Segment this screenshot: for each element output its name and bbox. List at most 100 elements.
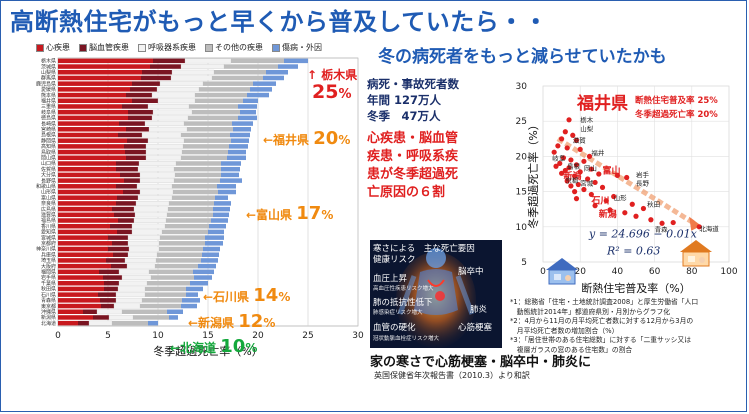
scatter-y-tick-label: 15 — [516, 188, 527, 198]
scatter-point — [559, 170, 565, 176]
bar-segment — [218, 189, 236, 195]
footnote-line: *1：総務省「住宅・土地統計調査2008」と厚生労働省「人口 — [510, 298, 699, 306]
bar-segment — [115, 292, 146, 298]
legend-label: 脳血管疾患 — [89, 43, 129, 52]
callout-ishikawa: ←石川県 14% — [203, 285, 290, 306]
bar-category-label: 静岡県 — [41, 137, 56, 144]
bar-segment — [58, 81, 132, 86]
bar-segment — [58, 104, 122, 109]
bar-segment — [198, 263, 216, 269]
bar-segment — [126, 263, 156, 269]
bar-segment — [112, 320, 148, 326]
bar-segment — [58, 98, 132, 104]
cold-health-risk-figure: 寒さによる 主な死亡要因 健康リスク 脳卒中 血圧上昇 高血圧性疾患リスク増大 … — [370, 240, 502, 348]
bar-segment — [229, 144, 248, 149]
scatter-point — [573, 137, 580, 143]
bar-category-label: 宮城県 — [41, 234, 56, 241]
scatter-point — [573, 162, 580, 168]
bar-category-label: 滋賀県 — [41, 212, 56, 219]
legend-item: 傷病・外因 — [272, 42, 322, 53]
bar-segment — [58, 155, 126, 161]
bar-segment — [118, 280, 148, 286]
bar-x-tick-label: 15 — [202, 331, 213, 341]
bar-category-label: 香川県 — [41, 223, 56, 230]
cause-line-2: 疾患・呼吸系疾 — [367, 149, 459, 164]
bar-segment — [184, 58, 232, 64]
scatter-x-tick-label: 60 — [649, 267, 661, 277]
callout-fukui-unit: % — [338, 133, 351, 147]
scatter-point-label: 秋田 — [647, 199, 660, 208]
bar-segment — [141, 75, 171, 81]
bar-segment — [58, 206, 112, 212]
callout-ishikawa-unit: % — [278, 290, 291, 304]
bar-segment — [58, 58, 153, 64]
bar-segment — [203, 81, 253, 86]
bar-segment — [150, 64, 181, 69]
bar-category-label: 沖縄県 — [41, 308, 56, 315]
bar-category-label: 大阪府 — [41, 263, 56, 270]
scatter-point — [622, 210, 628, 216]
bar-segment — [147, 104, 190, 109]
bar-segment — [58, 184, 116, 189]
bar-segment — [182, 149, 228, 155]
scatter-point — [648, 217, 654, 223]
legend-label: その他の疾患 — [215, 43, 263, 52]
scatter-point-label: 岡山 — [584, 163, 597, 172]
scatter-annotation-1: 断熱住宅普及率 25% — [635, 95, 718, 106]
bar-segment — [213, 212, 229, 218]
vessel-label: 血管の硬化 — [373, 323, 416, 333]
bar-segment — [188, 115, 238, 121]
callout-ishikawa-pct: 14 — [253, 285, 279, 306]
bar-segment — [124, 144, 146, 149]
bar-segment — [127, 235, 161, 241]
bar-x-tick-label: 10 — [152, 331, 164, 341]
bar-segment — [169, 201, 214, 206]
bar-segment — [58, 178, 124, 183]
bar-segment — [58, 315, 93, 320]
bar-segment — [142, 298, 182, 303]
bar-segment — [126, 155, 146, 161]
bar-segment — [58, 121, 119, 126]
bar-segment — [208, 229, 224, 235]
bar-segment — [214, 201, 231, 206]
scatter-point — [585, 176, 591, 182]
bar-segment — [58, 292, 98, 297]
bar-segment — [116, 184, 137, 189]
mortality-summary: 病死・事故死者数 年間 127万人 冬季 47万人 心疾患・脳血管 疾患・呼吸系… — [367, 76, 507, 202]
footnote-line: *3：「居住世帯のある住宅総数」に対する「二重サッシ又は — [510, 336, 692, 345]
bar-segment — [139, 189, 174, 195]
bar-segment — [145, 155, 182, 161]
legend-item: 脳血管疾患 — [79, 42, 129, 53]
bar-segment — [247, 92, 269, 98]
bar-segment — [58, 223, 110, 229]
bar-segment — [127, 138, 148, 143]
bar-segment — [243, 98, 258, 104]
body-silhouette-icon — [370, 240, 502, 348]
bar-segment — [190, 280, 208, 286]
bar-segment — [118, 132, 142, 138]
bar-segment — [212, 75, 263, 81]
page-title: 高断熱住宅がもっと早くから普及していたら・・ — [10, 8, 549, 36]
anatomy-heading-2: 健康リスク — [373, 255, 416, 265]
callout-tochigi-pct: 25 — [312, 81, 339, 103]
vessel-sub: 冠状動脈血栓症リスク増大 — [373, 336, 440, 342]
bar-segment — [133, 218, 167, 223]
bar-segment — [172, 195, 215, 200]
bar-segment — [78, 320, 89, 326]
bar-segment — [113, 252, 128, 257]
bar-segment — [126, 92, 152, 98]
scatter-point — [596, 171, 602, 177]
bar-segment — [58, 195, 117, 200]
callout-niigata: ←新潟県 12% — [188, 311, 275, 332]
bar-segment — [114, 212, 135, 218]
bar-segment — [174, 178, 220, 183]
bar-segment — [93, 315, 109, 320]
scatter-point-label: 北海道 — [699, 224, 719, 233]
bar-category-label: 愛知県 — [41, 229, 56, 236]
scatter-point — [581, 186, 587, 193]
bar-segment — [151, 115, 189, 121]
bar-x-tick-label: 5 — [105, 331, 111, 341]
scatter-point — [566, 117, 572, 123]
bar-segment — [58, 92, 126, 98]
bar-segment — [123, 189, 140, 195]
